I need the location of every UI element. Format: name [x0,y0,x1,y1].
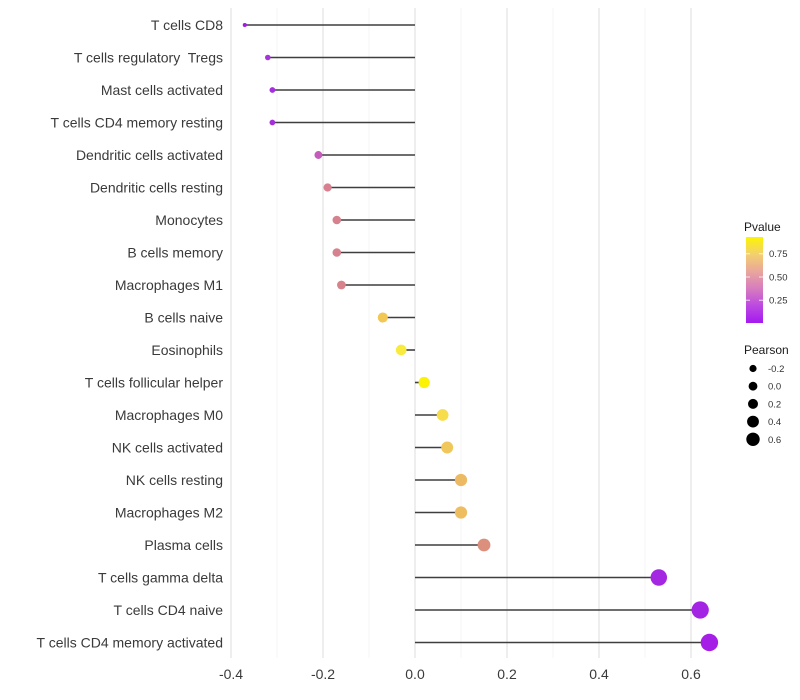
lollipop-dot [436,409,449,421]
pvalue-tick-label: 0.25 [769,296,788,307]
pvalue-colorbar [746,237,763,323]
y-axis-label: Plasma cells [144,537,223,553]
x-axis-tick-label: -0.2 [311,666,335,682]
y-axis-label: Macrophages M2 [115,505,223,521]
y-axis-label: NK cells resting [126,472,223,488]
y-axis-label: Monocytes [155,212,223,228]
pearson-size-dot [749,364,757,373]
lollipop-dot [269,119,276,126]
x-axis-tick-label: 0.2 [497,666,517,682]
y-axis-label: Dendritic cells resting [90,180,223,196]
y-axis-label: B cells naive [144,310,223,326]
pearson-legend-title: Pearson [744,343,789,357]
lollipop-dot [441,441,454,454]
lollipop-dot [323,183,332,192]
lollipop-dot [332,248,342,257]
y-axis-label: T cells regulatory Tregs [74,50,223,66]
pearson-size-label: 0.6 [768,435,781,446]
lollipop-dot [377,312,388,323]
lollipop-dot [418,376,430,389]
lollipop-dot [650,569,668,586]
pearson-size-label: 0.0 [768,382,781,393]
y-axis-label: Macrophages M0 [115,407,223,423]
pearson-size-label: 0.2 [768,399,781,410]
x-axis-tick-label: 0.0 [405,666,425,682]
y-axis-label: T cells follicular helper [85,375,224,391]
pearson-size-dot [748,398,758,409]
lollipop-dot [477,538,491,552]
lollipop-dot [395,344,407,356]
y-axis-label: Mast cells activated [101,82,223,98]
y-axis-label: B cells memory [127,245,223,261]
y-axis-label: Macrophages M1 [115,277,223,293]
y-axis-label: T cells CD8 [151,17,223,33]
x-axis-tick-label: -0.4 [219,666,243,682]
y-axis-label: T cells CD4 memory activated [37,635,223,651]
y-axis-label: Dendritic cells activated [76,147,223,163]
lollipop-dot [454,506,468,519]
lollipop-dot [314,151,323,159]
lollipop-dot [337,280,346,290]
x-axis-tick-label: 0.4 [589,666,609,682]
pvalue-tick-label: 0.75 [769,249,788,260]
pearson-size-dot [746,432,760,446]
x-axis-tick-label: 0.6 [681,666,701,682]
y-axis-label: T cells CD4 naive [114,602,224,618]
lollipop-dot [242,22,247,28]
lollipop-dot [265,54,271,61]
y-axis-label: Eosinophils [151,342,223,358]
pearson-size-label: -0.2 [768,364,784,375]
lollipop-dot [700,633,719,652]
y-axis-label: T cells gamma delta [98,570,223,586]
y-axis-label: NK cells activated [112,440,223,456]
pearson-size-dot [747,415,759,428]
lollipop-dot [269,87,276,93]
pearson-size-label: 0.4 [768,417,781,428]
pvalue-legend-title: Pvalue [744,220,781,234]
pearson-size-dot [748,381,758,391]
y-axis-label: T cells CD4 memory resting [51,115,223,131]
lollipop-dot [332,215,342,225]
lollipop-dot [691,601,709,619]
pvalue-tick-label: 0.50 [769,272,788,283]
lollipop-dot [454,473,468,487]
